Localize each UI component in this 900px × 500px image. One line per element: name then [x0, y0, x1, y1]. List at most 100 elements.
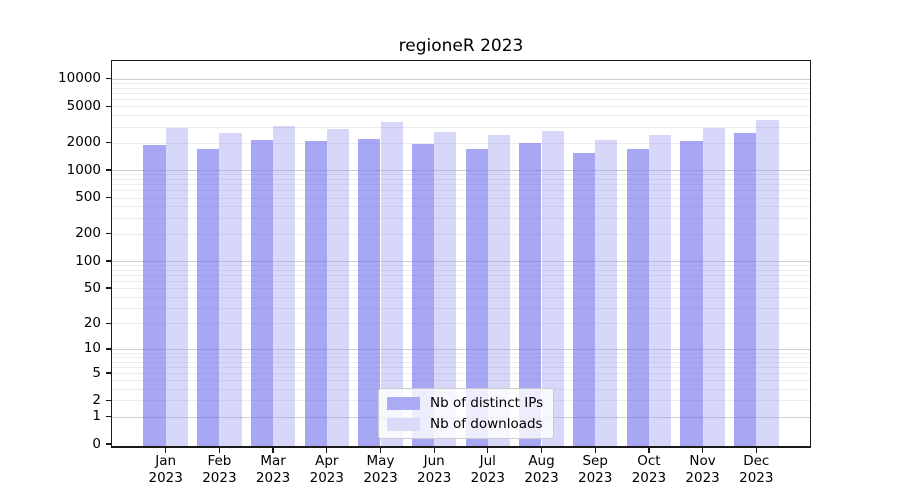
gridline-minor [112, 92, 810, 94]
x-tick-year: 2023 [578, 470, 613, 486]
gridline-minor [112, 281, 810, 282]
x-tick-month: Jun [423, 453, 445, 469]
bar-downloads [595, 139, 618, 447]
y-tick-label: 10 [83, 340, 101, 357]
gridline-minor [112, 373, 810, 374]
x-tick-year: 2023 [202, 470, 237, 486]
x-tick-month: May [366, 453, 395, 469]
legend-patch-downloads [387, 417, 420, 431]
x-tick-month: Mar [260, 453, 286, 469]
gridline-minor [112, 352, 810, 354]
gridline-minor [112, 190, 810, 192]
y-tick [106, 196, 111, 199]
y-tick [106, 322, 111, 324]
gridline-major [112, 348, 810, 350]
y-tick-label: 2000 [66, 134, 101, 151]
x-tick-month: Oct [637, 453, 661, 469]
y-tick-label: 500 [75, 189, 101, 205]
x-tick [594, 448, 596, 453]
bar-downloads [165, 127, 188, 447]
y-tick [106, 415, 111, 418]
x-tick-month: Jul [479, 453, 496, 469]
gridline-major [112, 170, 810, 172]
gridline-minor [112, 206, 810, 208]
y-tick-label: 20 [83, 314, 101, 331]
y-tick [106, 348, 111, 350]
x-tick [326, 448, 328, 453]
x-tick-month: Aug [528, 453, 555, 469]
gridline-minor [112, 197, 810, 199]
y-tick-label: 5 [92, 364, 101, 381]
y-tick-label: 10000 [58, 70, 101, 87]
bar-distinct-ips [304, 140, 327, 447]
x-tick-label: Jun 2023 [402, 453, 466, 487]
x-tick [755, 448, 757, 453]
x-tick-label: Apr 2023 [295, 453, 359, 487]
x-tick-year: 2023 [309, 470, 344, 486]
x-tick-label: Jan 2023 [134, 453, 198, 487]
gridline-minor [112, 184, 810, 186]
x-tick-label: Dec 2023 [724, 453, 788, 487]
bar-downloads [756, 120, 779, 447]
bar-distinct-ips [519, 142, 542, 447]
gridline-major [112, 261, 810, 262]
gridline-minor [112, 380, 810, 382]
bar-distinct-ips [680, 140, 703, 447]
y-tick [106, 443, 111, 445]
gridline-minor [112, 366, 810, 368]
x-tick-month: Jan [155, 453, 177, 469]
bar-downloads [434, 132, 457, 447]
x-tick-year: 2023 [255, 470, 291, 486]
legend-label-downloads: Nb of downloads [430, 416, 543, 432]
x-tick [540, 448, 543, 453]
bar-distinct-ips [734, 133, 757, 447]
gridline-minor [112, 126, 810, 128]
gridline-minor [112, 174, 810, 176]
x-tick [433, 448, 435, 453]
gridline-minor [112, 356, 810, 358]
gridline-minor [112, 323, 810, 325]
chart-title: regioneR 2023 [398, 36, 524, 56]
x-tick-year: 2023 [148, 470, 183, 486]
x-tick-label: Mar 2023 [241, 453, 305, 487]
y-tick [106, 372, 111, 374]
bar-downloads [648, 134, 672, 447]
gridline-minor [112, 83, 810, 84]
y-tick-label: 50 [83, 279, 101, 296]
bar-downloads [541, 131, 564, 447]
legend-patch-distinct-ips [387, 396, 420, 410]
gridline-minor [112, 233, 810, 235]
y-tick-label: 1 [92, 408, 101, 424]
gridline-minor [112, 87, 810, 89]
y-tick-label: 200 [75, 225, 101, 242]
bar-distinct-ips [465, 149, 488, 447]
gridline-minor [112, 269, 810, 271]
gridline-minor [112, 288, 810, 290]
x-tick-year: 2023 [363, 470, 398, 486]
bar-downloads [219, 133, 242, 447]
legend-row-downloads: Nb of downloads [387, 416, 543, 432]
legend: Nb of distinct IPs Nb of downloads [378, 388, 555, 439]
bar-downloads [702, 127, 725, 447]
gridline-minor [112, 142, 810, 144]
y-tick [106, 169, 111, 171]
x-tick-year: 2023 [631, 470, 667, 486]
x-tick-month: Sep [582, 453, 608, 469]
bar-distinct-ips [572, 152, 596, 447]
bar-distinct-ips [358, 138, 381, 447]
y-tick [106, 287, 111, 289]
x-tick-year: 2023 [685, 470, 720, 486]
bar-downloads [326, 128, 350, 447]
bar-distinct-ips [411, 143, 435, 447]
x-tick-label: Feb 2023 [187, 453, 251, 487]
gridline-minor [112, 217, 810, 219]
bar-downloads [273, 125, 296, 447]
x-tick [487, 448, 489, 453]
y-tick-label: 0 [92, 435, 101, 452]
y-tick [106, 105, 111, 107]
gridline-major [112, 78, 810, 80]
y-tick [106, 233, 111, 235]
bar-distinct-ips [626, 149, 649, 447]
gridline-minor [112, 178, 810, 180]
